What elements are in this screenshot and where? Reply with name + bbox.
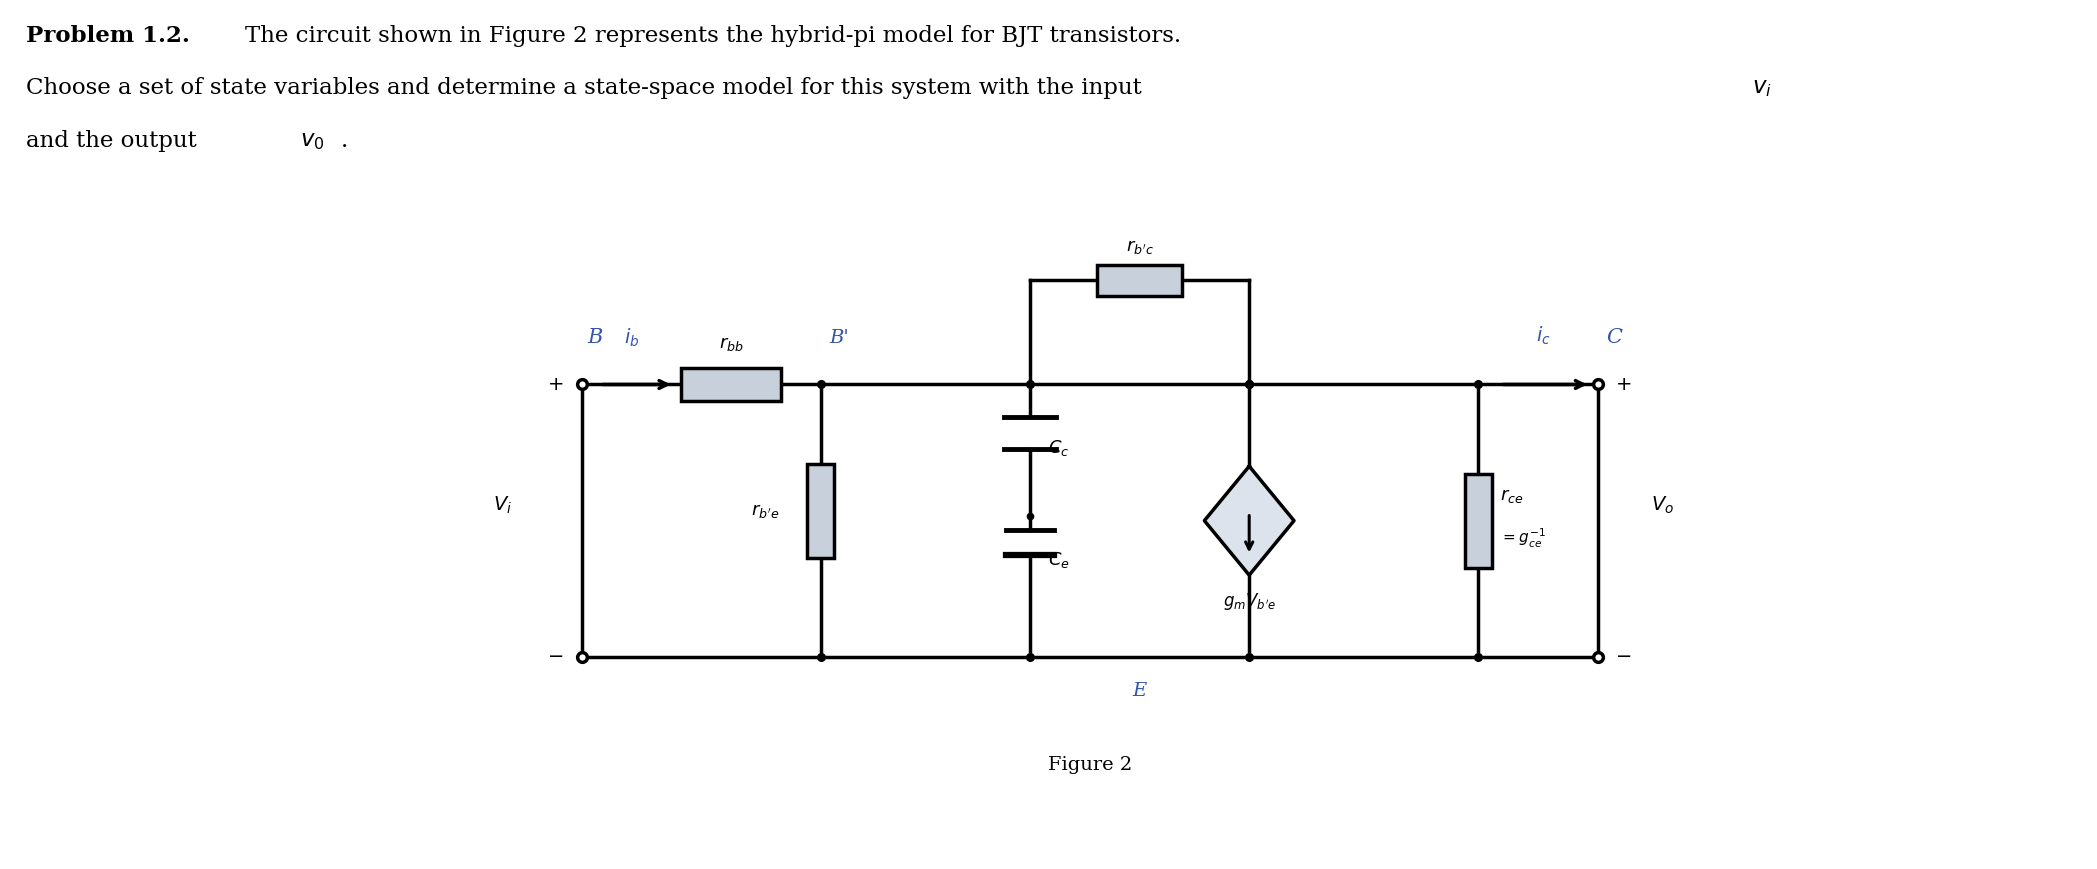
Text: Choose a set of state variables and determine a state-space model for this syste: Choose a set of state variables and dete…	[25, 77, 1149, 99]
Text: $C_c$: $C_c$	[1048, 438, 1069, 458]
Text: and the output: and the output	[25, 130, 203, 152]
Text: $V_o$: $V_o$	[1650, 495, 1673, 516]
Text: $r_{b'c}$: $r_{b'c}$	[1126, 238, 1153, 255]
Text: $g_m V_{b'e}$: $g_m V_{b'e}$	[1223, 591, 1275, 612]
Text: B: B	[587, 328, 602, 347]
Text: The circuit shown in Figure 2 represents the hybrid-pi model for BJT transistors: The circuit shown in Figure 2 represents…	[245, 25, 1181, 47]
Bar	[682, 368, 780, 401]
Text: B': B'	[828, 328, 849, 347]
Text: C: C	[1606, 328, 1621, 347]
Text: $= g_{ce}^{-1}$: $= g_{ce}^{-1}$	[1499, 527, 1545, 550]
Text: $v_0$: $v_0$	[300, 130, 325, 152]
Bar	[1097, 265, 1183, 296]
Text: −: −	[1615, 647, 1631, 667]
Text: .: .	[342, 130, 348, 152]
Text: Problem 1.2.: Problem 1.2.	[25, 25, 191, 47]
Text: $i_b$: $i_b$	[623, 327, 640, 348]
Text: +: +	[1615, 375, 1631, 394]
Text: $r_{ce}$: $r_{ce}$	[1499, 487, 1525, 505]
Text: +: +	[547, 375, 564, 394]
Polygon shape	[1204, 466, 1294, 575]
Text: $C_e$: $C_e$	[1048, 550, 1069, 570]
Bar	[807, 464, 835, 558]
Text: $r_{bb}$: $r_{bb}$	[719, 335, 744, 353]
Text: $r_{b'e}$: $r_{b'e}$	[751, 501, 780, 520]
Text: −: −	[547, 647, 564, 667]
Text: $V_i$: $V_i$	[493, 495, 512, 516]
Text: Figure 2: Figure 2	[1048, 756, 1132, 774]
Text: $i_c$: $i_c$	[1537, 324, 1552, 347]
Bar	[1466, 474, 1491, 567]
Text: E: E	[1132, 681, 1147, 700]
Text: $v_i$: $v_i$	[1753, 77, 1772, 99]
